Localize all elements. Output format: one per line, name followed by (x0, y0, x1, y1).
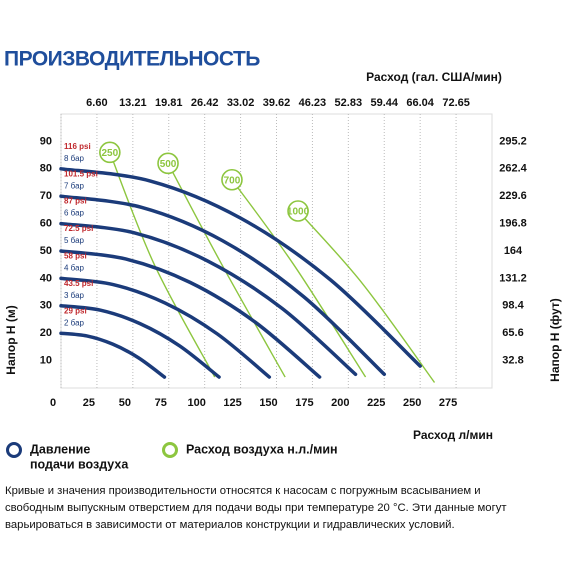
air-label-ring (99, 141, 121, 164)
y-tick-label: 10 (40, 355, 52, 367)
x-tick-label: 175 (295, 397, 313, 409)
psi-label: 116 psi (64, 142, 91, 151)
pressure-curve (59, 221, 358, 377)
y2-tick-label: 229.6 (499, 190, 527, 202)
psi-label: 87 psi (64, 197, 87, 206)
x2-tick-label: 52.83 (335, 97, 363, 109)
psi-label: 101.5 psi (64, 169, 98, 178)
x2-tick-label: 6.60 (86, 97, 107, 109)
footnote: свободным выпускным отверстием для подач… (5, 502, 507, 514)
air-curve (109, 152, 216, 378)
x-tick-label: 50 (119, 397, 131, 409)
air-label: 700 (224, 175, 241, 186)
psi-label: 72.5 psi (64, 224, 93, 233)
bar-label: 5 бар (64, 236, 85, 245)
y2-tick-label: 196.8 (499, 218, 527, 230)
x-tick-label: 225 (367, 397, 385, 409)
plot-frame (60, 113, 493, 389)
air-label-ring (221, 168, 243, 191)
y2-tick-label: 32.8 (502, 355, 523, 367)
legend-marker (162, 442, 178, 458)
legend-marker (6, 442, 22, 458)
y-tick-label: 80 (40, 163, 52, 175)
y-tick-label: 60 (40, 218, 52, 230)
pressure-curve (59, 194, 386, 377)
air-label: 500 (160, 159, 177, 170)
bar-label: 7 бар (64, 181, 85, 190)
x-tick-label: 25 (83, 397, 95, 409)
x-tick-label: 100 (187, 397, 205, 409)
air-label: 250 (102, 148, 119, 159)
psi-label: 58 psi (64, 252, 87, 261)
x2-tick-label: 59.44 (370, 97, 398, 109)
chart-title: ПРОИЗВОДИТЕЛЬНОСТЬ (4, 48, 260, 71)
y2-tick-label: 295.2 (499, 135, 527, 147)
y2-tick-label: 262.4 (499, 163, 527, 175)
bar-label: 2 бар (64, 318, 85, 327)
x-tick-label: 250 (403, 397, 421, 409)
bar-label: 3 бар (64, 291, 85, 300)
pressure-curve (59, 331, 167, 379)
y-tick-label: 90 (40, 135, 52, 147)
legend-label: подачи воздуха (30, 457, 129, 471)
x2-tick-label: 26.42 (191, 97, 219, 109)
x2-tick-label: 46.23 (299, 97, 327, 109)
air-curve (167, 162, 286, 378)
pressure-curve (59, 304, 221, 379)
y-tick-label: 50 (40, 245, 52, 257)
x-tick-label: 75 (155, 397, 167, 409)
bar-label: 6 бар (64, 209, 85, 218)
y-tick-label: 70 (40, 190, 52, 202)
x2-tick-label: 72.65 (442, 97, 470, 109)
psi-label: 29 psi (64, 306, 87, 315)
x-tick-label: 150 (259, 397, 277, 409)
x-tick-label: 275 (439, 397, 457, 409)
x2-tick-label: 19.81 (155, 97, 183, 109)
psi-label: 43.5 psi (64, 279, 93, 288)
x2-tick-label: 66.04 (406, 97, 434, 109)
legend-label: Давление (30, 442, 90, 456)
x2-tick-label: 13.21 (119, 97, 147, 109)
y2-axis-title: Напор Н (фут) (548, 298, 562, 382)
x2-axis-title: Расход (гал. США/мин) (366, 70, 502, 84)
bar-label: 8 бар (64, 154, 85, 163)
x-tick-label: 200 (331, 397, 349, 409)
x-axis-title: Расход л/мин (413, 428, 493, 442)
air-label-ring (287, 200, 309, 222)
air-label: 1000 (287, 207, 310, 218)
pressure-curve (59, 167, 422, 368)
bar-label: 4 бар (64, 264, 85, 273)
y2-tick-label: 131.2 (499, 272, 527, 284)
x-tick-label: 0 (50, 397, 56, 409)
y-tick-label: 20 (40, 327, 52, 339)
y-tick-label: 40 (40, 272, 52, 284)
y2-tick-label: 98.4 (502, 300, 524, 312)
air-curve (231, 179, 367, 378)
air-curve (297, 210, 436, 383)
footnote: Кривые и значения производительности отн… (5, 485, 481, 497)
air-label-ring (157, 152, 179, 175)
y-axis-title: Напор Н (м) (4, 305, 18, 374)
x2-tick-label: 33.02 (227, 97, 255, 109)
pressure-curve (59, 249, 322, 379)
y2-tick-label: 65.6 (502, 327, 523, 339)
y2-tick-label: 164 (504, 245, 523, 257)
y-tick-label: 30 (40, 300, 52, 312)
footnote: варьироваться в зависимости от материало… (5, 519, 455, 531)
x-tick-label: 125 (223, 397, 241, 409)
pressure-curve (59, 276, 272, 379)
legend-label: Расход воздуха н.л./мин (186, 442, 338, 456)
x2-tick-label: 39.62 (263, 97, 291, 109)
